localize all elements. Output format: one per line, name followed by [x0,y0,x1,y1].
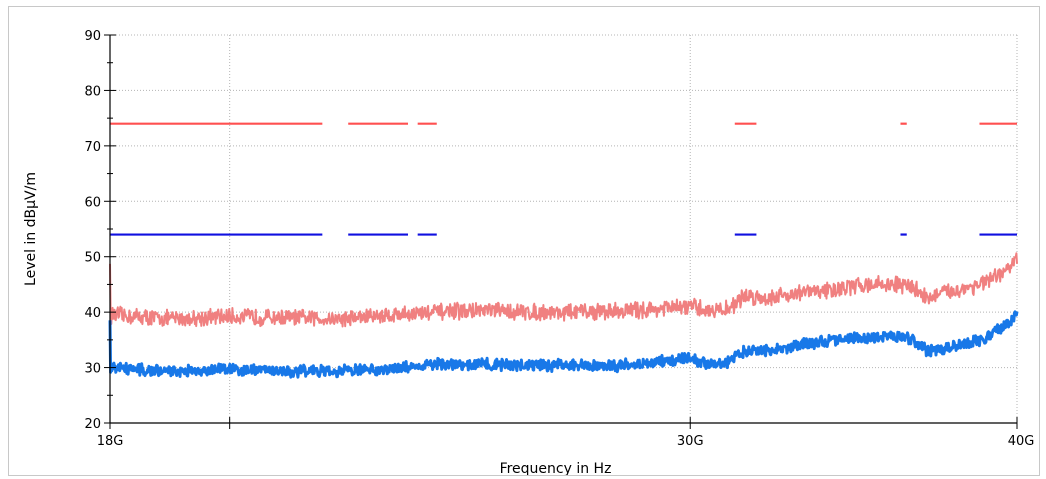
axes [104,34,1018,429]
y-tick-label: 20 [84,417,101,432]
x-axis-label: Frequency in Hz [500,461,612,475]
limit-lines [110,122,1017,236]
x-tick-label: 40G [1008,434,1035,449]
series-line [109,252,1018,328]
y-tick-label: 70 [84,140,101,155]
y-tick-label: 90 [84,29,101,44]
y-tick-label: 60 [84,195,101,210]
y-tick-label: 30 [84,362,101,377]
tick-labels: 20 30 40 50 60 70 80 90 18G 30G 40G [84,29,1034,449]
y-tick-label: 50 [84,251,101,266]
y-axis-label: Level in dBµV/m [23,172,39,286]
chart-frame: 20 30 40 50 60 70 80 90 18G 30G 40G Frequency in H… [8,6,1040,477]
series-line [108,310,1019,379]
series-group [108,252,1019,379]
x-tick-label: 30G [677,434,704,449]
y-tick-label: 40 [84,306,101,321]
x-tick-label: 18G [97,434,124,449]
y-tick-label: 80 [84,84,101,99]
chart: 20 30 40 50 60 70 80 90 18G 30G 40G Frequency in H… [23,29,1034,477]
